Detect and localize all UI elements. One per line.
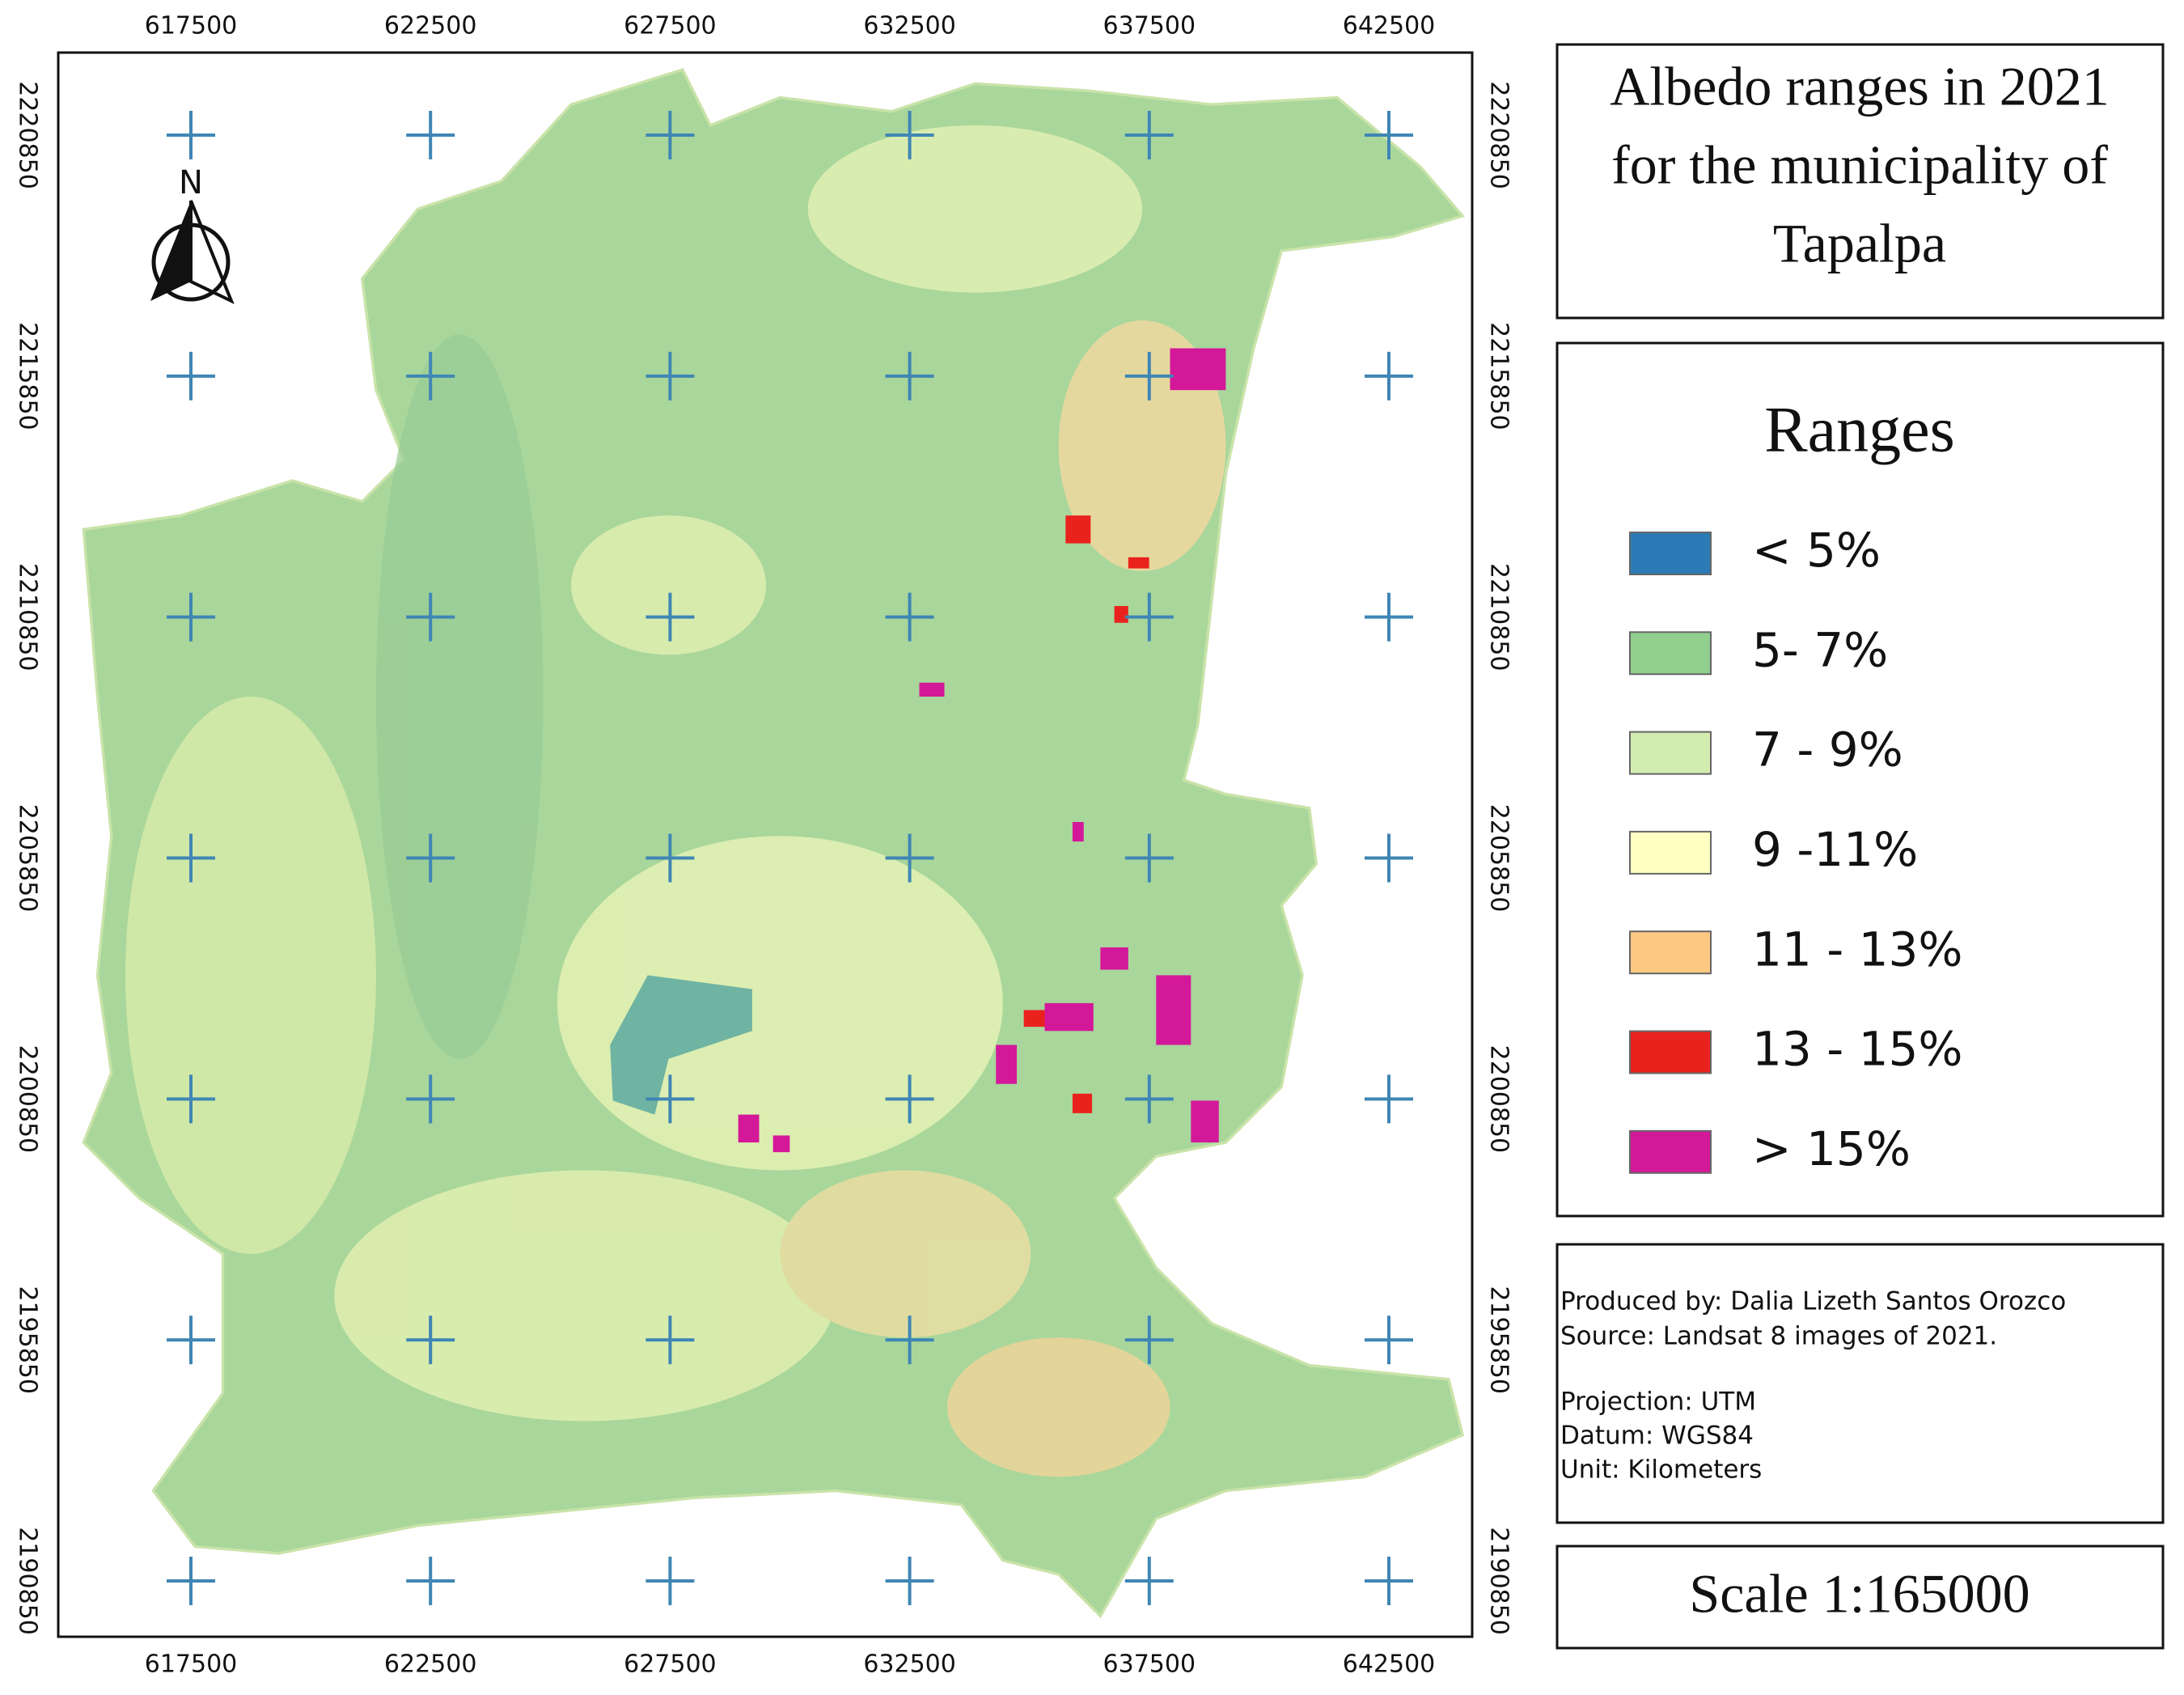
x-coord-label: 637500 xyxy=(1103,12,1196,40)
patch xyxy=(1191,1100,1219,1143)
y-coord-label: 2205850 xyxy=(14,804,42,913)
y-coord-label: 2190850 xyxy=(14,1527,42,1635)
north-label: N xyxy=(179,164,203,201)
patch xyxy=(807,125,1143,293)
legend-swatch xyxy=(1629,930,1712,975)
map-title: Tapalpa xyxy=(1773,213,1946,274)
patch xyxy=(738,1114,760,1143)
map-title: for the municipality of xyxy=(1611,134,2108,196)
legend-swatch xyxy=(1629,1129,1712,1174)
title-box xyxy=(1555,43,2165,320)
credit-line: Projection: UTM xyxy=(1560,1388,1756,1417)
credit-line: Datum: WGS84 xyxy=(1560,1422,1754,1451)
legend-label: 5- 7% xyxy=(1752,622,1888,677)
legend-label: > 15% xyxy=(1752,1121,1911,1176)
patch xyxy=(571,515,767,655)
patch xyxy=(1065,515,1091,544)
y-coord-label: 2220850 xyxy=(14,81,42,189)
municipality-shape xyxy=(82,68,1466,1619)
patch xyxy=(1156,975,1191,1045)
patch xyxy=(1100,947,1128,970)
x-coord-label: 632500 xyxy=(863,12,956,40)
legend-label: < 5% xyxy=(1752,523,1881,578)
credit-line: Unit: Kilometers xyxy=(1560,1456,1762,1485)
patch xyxy=(334,1170,836,1422)
legend-box xyxy=(1555,341,2165,1218)
patch xyxy=(375,334,544,1059)
legend-swatch xyxy=(1629,532,1712,575)
x-coord-label: 622500 xyxy=(384,12,477,40)
x-coord-label: 627500 xyxy=(624,1651,717,1679)
scale-box xyxy=(1555,1545,2165,1650)
x-coord-label: 642500 xyxy=(1343,1651,1436,1679)
y-coord-label: 2215850 xyxy=(14,322,42,430)
x-coord-label: 617500 xyxy=(145,1651,238,1679)
x-coord-label: 617500 xyxy=(145,12,238,40)
patch xyxy=(1170,348,1226,391)
patch xyxy=(1072,1093,1093,1113)
legend-label: 13 - 15% xyxy=(1752,1022,1963,1077)
map-frame xyxy=(57,51,1474,1638)
x-coord-label: 637500 xyxy=(1103,1651,1196,1679)
patch xyxy=(557,836,1003,1171)
y-coord-label: 2215850 xyxy=(1485,322,1513,430)
patch xyxy=(125,696,376,1254)
patch xyxy=(1072,821,1084,842)
legend-swatch xyxy=(1629,1030,1712,1074)
map-area: N xyxy=(57,51,1474,1638)
high-albedo-patches xyxy=(738,348,1226,1153)
y-coord-label: 2205850 xyxy=(1485,804,1513,913)
x-coord-label: 632500 xyxy=(863,1651,956,1679)
credits-box xyxy=(1555,1243,2165,1524)
lake xyxy=(610,975,752,1115)
north-arrow: N xyxy=(150,164,235,305)
credit-line: Produced by: Dalia Lizeth Santos Orozco xyxy=(1560,1287,2066,1316)
y-coord-label: 2200850 xyxy=(1485,1045,1513,1154)
patch xyxy=(1044,1002,1094,1032)
x-coord-label: 627500 xyxy=(624,12,717,40)
arrow-ring xyxy=(151,222,231,302)
red-patches xyxy=(1023,515,1149,1113)
patch xyxy=(772,1135,790,1153)
scale-text: Scale 1:165000 xyxy=(1689,1563,2030,1625)
y-coord-label: 2195850 xyxy=(1485,1286,1513,1394)
legend-swatch xyxy=(1629,731,1712,775)
y-coord-label: 2210850 xyxy=(1485,563,1513,672)
patch xyxy=(1128,557,1149,569)
legend-label: 9 -11% xyxy=(1752,822,1918,877)
x-coord-label: 642500 xyxy=(1343,12,1436,40)
patch xyxy=(996,1045,1018,1084)
patch xyxy=(1023,1010,1045,1028)
patch xyxy=(946,1337,1170,1477)
y-coord-label: 2200850 xyxy=(14,1045,42,1154)
patch xyxy=(1114,606,1128,623)
legend-title: Ranges xyxy=(1764,394,1955,465)
legend-label: 11 - 13% xyxy=(1752,922,1963,977)
credit-line: Source: Landsat 8 images of 2021. xyxy=(1560,1322,1997,1351)
legend-swatch xyxy=(1629,830,1712,875)
legend-label: 7 - 9% xyxy=(1752,722,1903,778)
y-coord-label: 2220850 xyxy=(1485,81,1513,189)
y-coord-label: 2195850 xyxy=(14,1286,42,1394)
patch xyxy=(919,682,945,697)
legend-swatch xyxy=(1629,631,1712,676)
x-coord-label: 622500 xyxy=(384,1651,477,1679)
map-title: Albedo ranges in 2021 xyxy=(1610,56,2110,117)
patch xyxy=(780,1170,1031,1338)
y-coord-label: 2210850 xyxy=(14,563,42,672)
y-coord-label: 2190850 xyxy=(1485,1527,1513,1635)
